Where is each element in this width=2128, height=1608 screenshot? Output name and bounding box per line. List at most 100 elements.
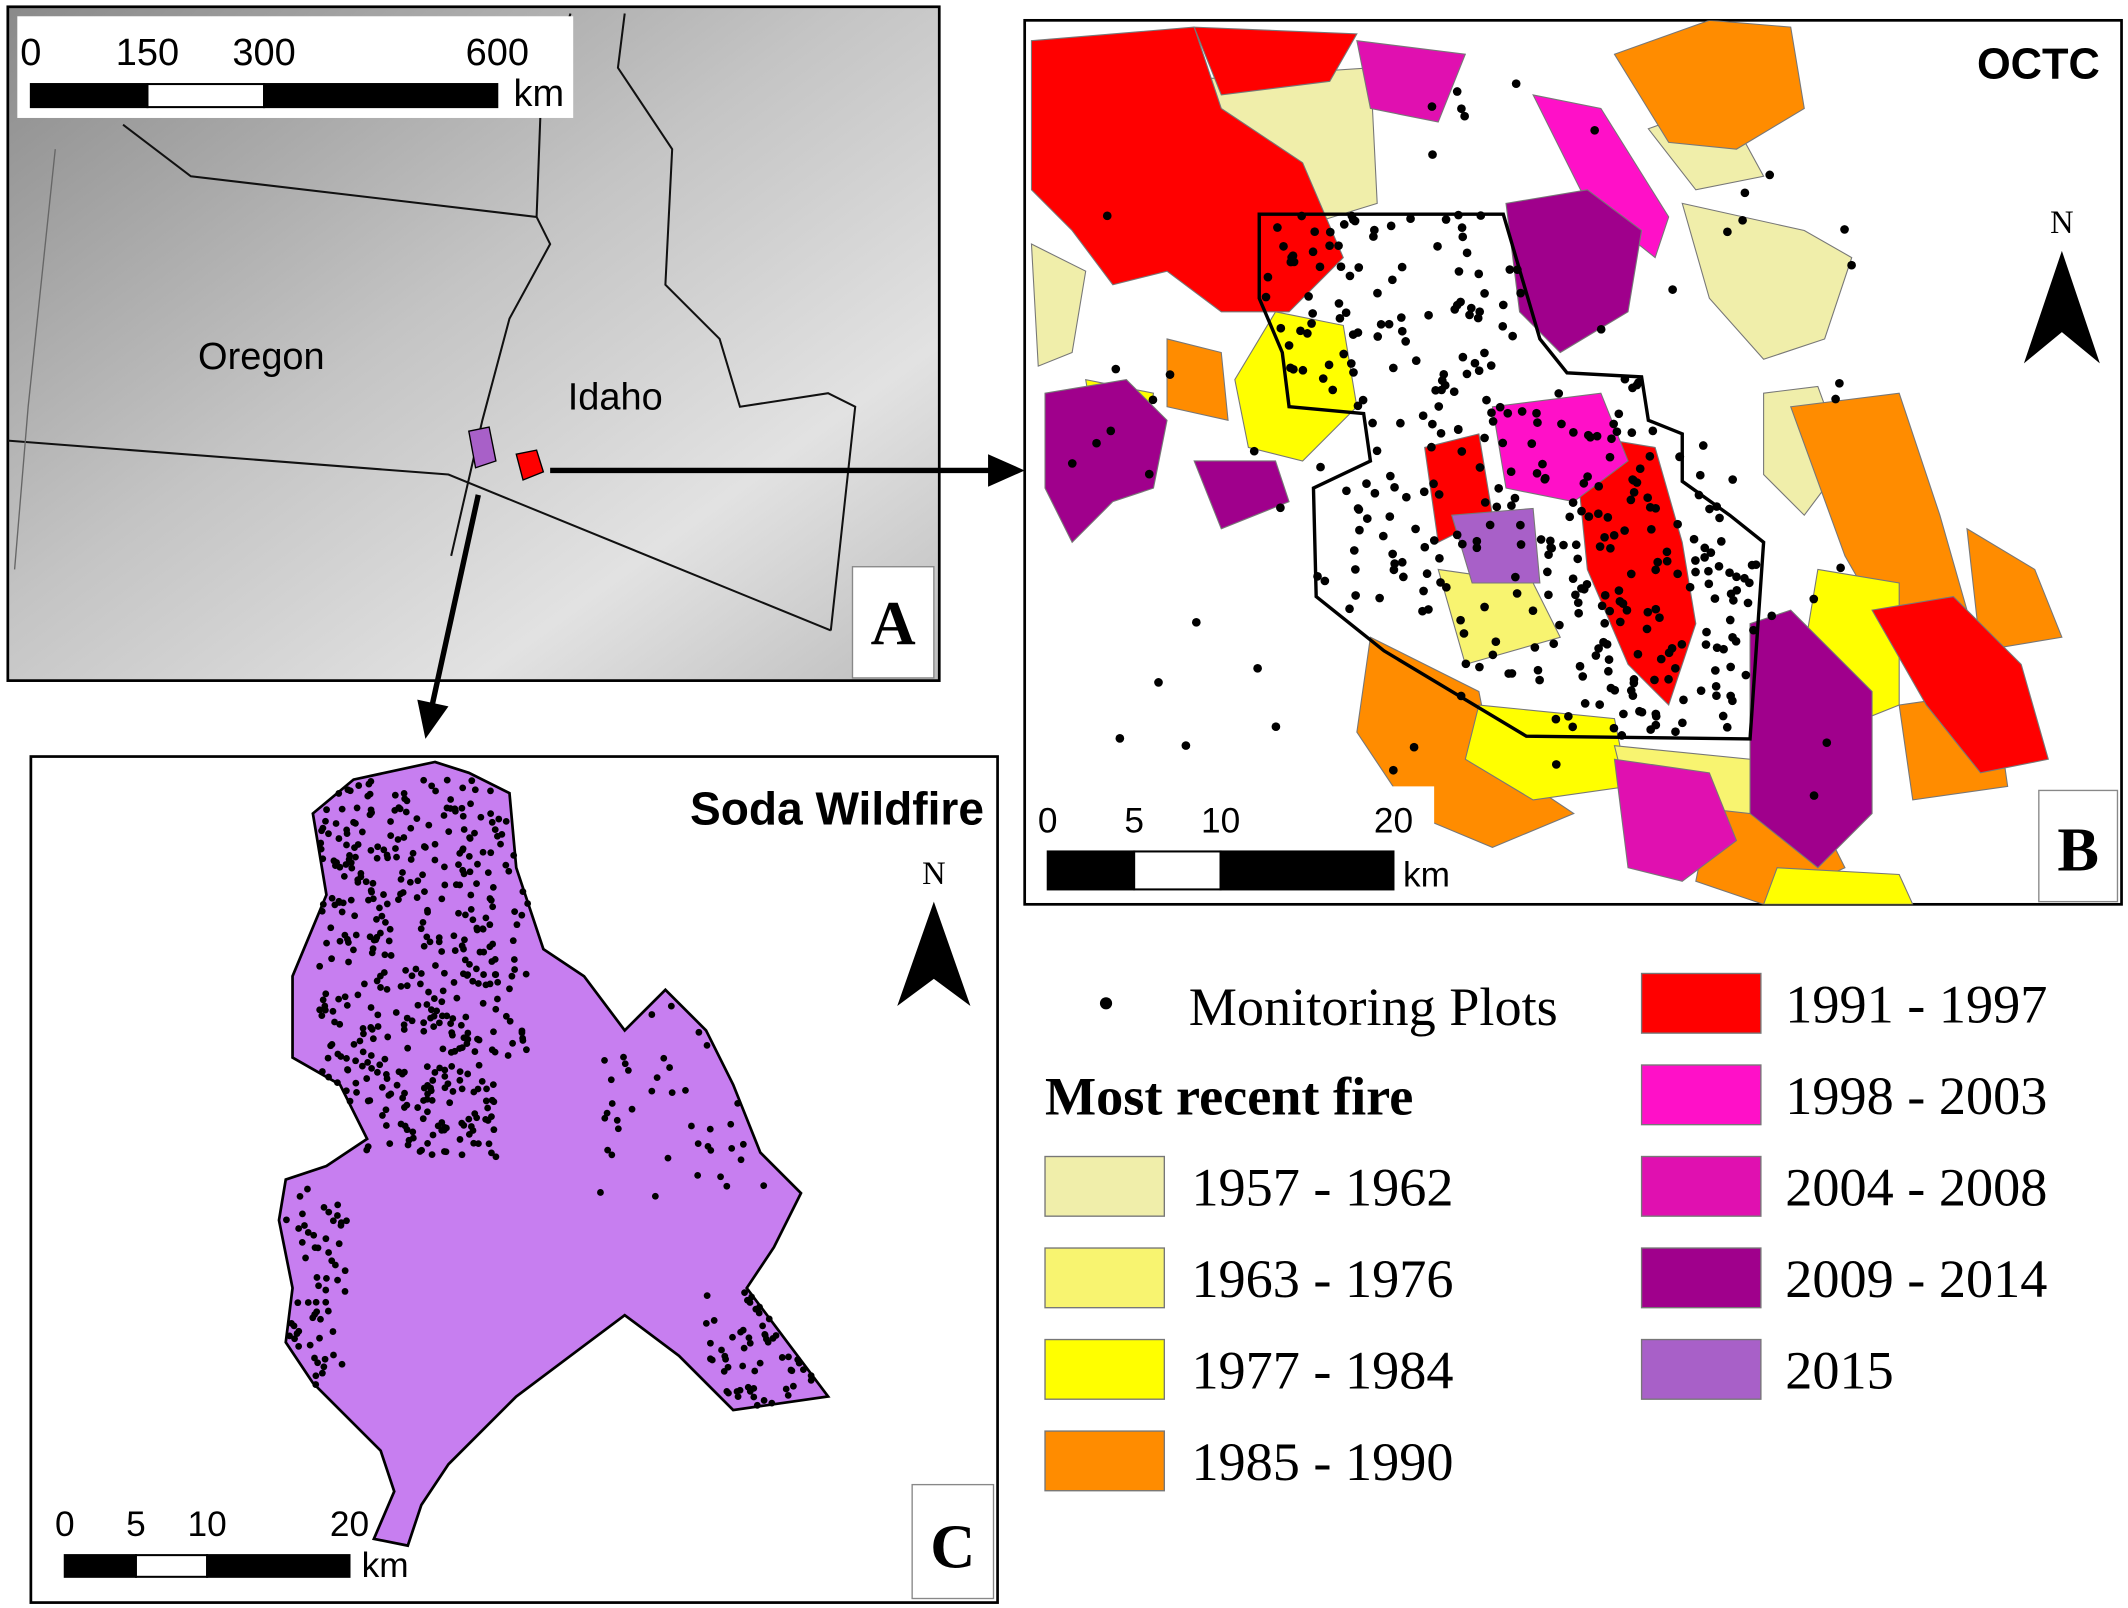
plot-dot (409, 1134, 417, 1142)
plot-dot (1577, 506, 1586, 516)
plot-dot (330, 857, 338, 865)
plot-dot (465, 852, 473, 860)
legend-label: 1985 - 1990 (1191, 1432, 1453, 1492)
plot-dot (1488, 417, 1498, 426)
plot-dot (313, 1274, 321, 1281)
plot-dot (309, 1314, 317, 1322)
plot-dot (1564, 711, 1573, 721)
plot-dot (1406, 214, 1415, 224)
plot-dot (420, 1027, 428, 1035)
plot-dot (327, 1042, 335, 1050)
plot-dot (1740, 188, 1750, 198)
plot-dot (1603, 513, 1613, 522)
plot-dot (430, 1023, 438, 1031)
plot-dot (350, 946, 357, 954)
plot-dot (332, 820, 340, 827)
plot-dot (317, 845, 325, 853)
plot-dot (1691, 556, 1700, 565)
plot-dot (396, 805, 404, 813)
plot-dot (432, 962, 439, 969)
plot-dot (1304, 292, 1313, 301)
plot-dot (433, 1007, 441, 1015)
plot-dot (1700, 543, 1710, 553)
plot-dot (319, 855, 327, 863)
legend-label: 1998 - 2003 (1785, 1066, 2047, 1126)
plot-dot (417, 980, 424, 988)
plot-dot (1474, 269, 1484, 279)
plot-dot (1679, 695, 1688, 705)
plot-dot (393, 853, 400, 861)
plot-dot (608, 1151, 616, 1159)
plot-dot (423, 1001, 431, 1008)
plot-dot (374, 1023, 382, 1030)
plot-dot (1505, 265, 1515, 274)
plot-dot (330, 1351, 337, 1359)
plot-dot (752, 1305, 760, 1313)
plot-dot (335, 790, 343, 797)
plot-dot (508, 972, 516, 980)
plot-dot (1418, 411, 1428, 421)
plot-dot (486, 921, 494, 929)
plot-dot (350, 818, 357, 826)
plot-dot (1698, 441, 1708, 450)
plot-dot (1253, 663, 1262, 673)
plot-dot (1700, 553, 1709, 562)
plot-dot (323, 1275, 330, 1282)
plot-dot (465, 1131, 473, 1138)
plot-dot (401, 1089, 408, 1097)
plot-dot (314, 1244, 322, 1252)
plot-dot (807, 1372, 815, 1380)
legend-plots: Monitoring Plots (1189, 977, 1558, 1037)
plot-dot (448, 1062, 456, 1070)
plot-dot (341, 993, 349, 1001)
plot-dot (1710, 666, 1720, 675)
plot-dot (316, 1334, 323, 1342)
plot-dot (480, 948, 488, 956)
plot-dot (1397, 262, 1407, 272)
plot-dot (1358, 395, 1368, 405)
plot-dot (707, 1355, 714, 1363)
plot-dot (1436, 428, 1446, 438)
plot-dot (1512, 589, 1522, 598)
scale-label: 0 (55, 1505, 75, 1544)
arrow (429, 494, 481, 706)
plot-dot (734, 1099, 742, 1107)
plot-dot (1067, 459, 1077, 468)
plot-dot (505, 867, 513, 875)
plot-dot (323, 939, 330, 947)
plot-dot (1516, 540, 1526, 549)
plot-dot (407, 824, 415, 832)
plot-dot (1646, 725, 1656, 734)
plot-dot (480, 971, 487, 978)
plot-dot (1362, 479, 1371, 488)
plot-dot (695, 1028, 703, 1036)
state-border (122, 123, 552, 557)
plot-dot (1571, 540, 1581, 550)
plot-dot (1651, 565, 1661, 575)
plot-dot (474, 860, 481, 868)
plot-dot (366, 933, 374, 941)
arrow-head (988, 454, 1025, 487)
plot-dot (413, 815, 421, 823)
plot-dot (436, 1064, 444, 1072)
plot-dot (772, 1332, 780, 1339)
plot-dot (1551, 714, 1561, 724)
plot-dot (409, 849, 417, 857)
plot-dot (320, 1363, 328, 1371)
plot-dot (322, 1235, 330, 1243)
plot-dot (358, 828, 366, 836)
plot-dot (737, 1156, 745, 1164)
plot-dot (506, 1017, 514, 1025)
plot-dot (1362, 514, 1372, 523)
plot-dot (1671, 727, 1680, 737)
plot-dot (295, 1225, 303, 1232)
plot-dot (1831, 394, 1840, 404)
plot-dot (1470, 358, 1480, 368)
plot-dot (1565, 512, 1575, 522)
plot-dot (456, 1068, 464, 1076)
plot-dot (1504, 669, 1514, 678)
plot-dot (414, 1001, 422, 1009)
plot-dot (1543, 567, 1552, 577)
plot-dot (1577, 584, 1586, 593)
plot-dot (1706, 548, 1716, 557)
